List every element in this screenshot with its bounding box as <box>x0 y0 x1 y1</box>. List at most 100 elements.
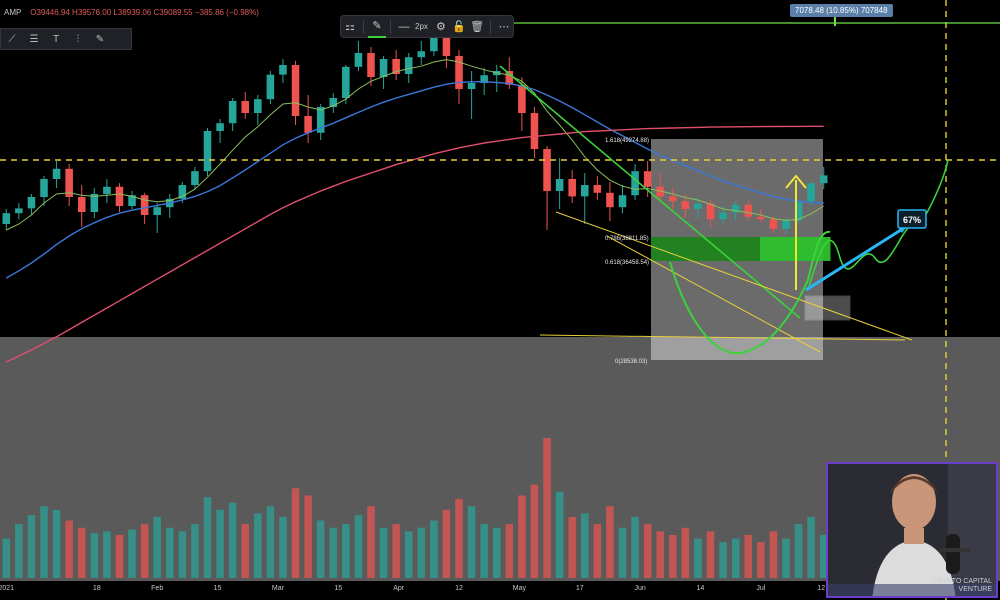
candle-body <box>819 175 828 184</box>
settings-icon[interactable]: ⚙ <box>436 21 446 33</box>
target-box <box>804 295 851 321</box>
candle <box>342 65 350 104</box>
pencil-icon[interactable]: ✎ <box>367 16 387 38</box>
candle-body <box>367 53 375 77</box>
candle <box>379 56 388 89</box>
yellow-trendline-upper <box>555 211 913 341</box>
volume-bar <box>492 527 501 578</box>
candle-body <box>480 75 488 83</box>
fib-tool-icon[interactable]: ☰ <box>29 33 39 45</box>
channel-logo: CRYPTO CAPITAL VENTURE <box>932 578 992 594</box>
volume-bar <box>555 491 564 578</box>
volume-bar <box>731 538 740 578</box>
candle <box>77 185 86 227</box>
brush-tool-icon[interactable]: ✎ <box>95 33 105 45</box>
ma-mid-line <box>5 81 824 279</box>
volume-bar <box>2 538 11 578</box>
candle-body <box>266 74 275 100</box>
ohlc-values: O39446.94 H39576.00 L38939.06 C39089.55 … <box>30 8 259 17</box>
volume-bar <box>606 506 614 578</box>
trend-line-icon[interactable]: ⟋ <box>8 33 16 45</box>
volume-bar <box>681 527 690 578</box>
projection-label-box <box>897 209 927 229</box>
line-width-label[interactable]: 2px <box>415 22 428 31</box>
toolbar-divider <box>490 19 491 34</box>
candle <box>203 128 212 176</box>
candle <box>757 209 765 223</box>
x-tick-label: Jun <box>634 585 645 592</box>
volume-bar <box>706 531 715 578</box>
trash-icon[interactable]: 🗑 <box>470 21 485 33</box>
volume-bar <box>354 515 363 578</box>
candle-body <box>581 185 589 197</box>
candle <box>15 203 23 220</box>
channel-name-line1: CRYPTO CAPITAL <box>932 578 992 585</box>
candle-body <box>153 207 161 215</box>
candle-body <box>15 208 23 214</box>
volume-bar <box>568 516 576 578</box>
candle <box>216 119 224 143</box>
candle-body <box>417 51 426 58</box>
template-icon[interactable]: ⚏ <box>345 21 355 33</box>
candle <box>279 59 287 83</box>
x-tick-label: May <box>513 585 527 592</box>
candle <box>392 50 400 80</box>
candle-body <box>731 204 740 213</box>
volume-bar <box>442 509 451 578</box>
volume-bar <box>694 538 702 578</box>
candle-body <box>279 65 287 75</box>
candle <box>455 50 463 104</box>
volume-bar <box>430 520 438 578</box>
candle <box>669 188 677 209</box>
more-icon[interactable]: ⋯ <box>498 21 510 33</box>
candle <box>90 188 99 218</box>
measure-badge: 7078.48 (10.85%) 707848 <box>790 4 893 17</box>
candle <box>417 41 426 65</box>
candle-body <box>430 29 438 52</box>
volume-bar <box>794 524 803 578</box>
candle-body <box>140 195 149 215</box>
volume-bar <box>178 531 187 578</box>
candle-body <box>2 213 11 224</box>
volume-bar <box>279 516 287 578</box>
volume-bar <box>241 524 249 578</box>
candle-body <box>744 204 753 217</box>
pattern-tool-icon[interactable]: ⫶ <box>76 33 80 45</box>
line-style-icon[interactable]: — <box>398 20 410 33</box>
lock-icon[interactable]: 🔓 <box>452 21 466 33</box>
volume-bar <box>782 538 790 578</box>
candle-body <box>455 56 463 89</box>
volume-bar <box>618 527 627 578</box>
text-tool-icon[interactable]: T <box>52 33 60 45</box>
candle <box>606 182 614 221</box>
candle-body <box>191 171 199 185</box>
candle <box>807 182 815 205</box>
candle-body <box>329 98 338 107</box>
candle-body <box>555 179 564 191</box>
volume-bar <box>719 542 727 578</box>
candle <box>404 53 413 83</box>
candle-body <box>52 168 61 179</box>
volume-bar <box>480 524 488 578</box>
x-tick-label: 15 <box>214 585 222 592</box>
volume-bar <box>744 534 753 578</box>
volume-bar <box>115 534 124 578</box>
volume-bar <box>27 515 36 578</box>
x-tick-label: 12 <box>817 585 825 592</box>
volume-bar <box>417 527 426 578</box>
candle-body <box>77 197 86 212</box>
candle-body <box>669 196 677 202</box>
toolbar-divider <box>390 19 391 34</box>
candle <box>555 158 564 209</box>
volume-bar <box>518 495 526 578</box>
volume-bar <box>291 488 300 578</box>
candle <box>656 173 664 202</box>
x-tick-label: Jul <box>756 585 765 592</box>
volume-bar <box>128 529 136 578</box>
candle-body <box>216 123 224 131</box>
candle-body <box>404 57 413 74</box>
floating-toolbar: ⚏ ✎ — 2px ⚙ 🔓 🗑 ⋯ <box>340 15 514 38</box>
candle <box>115 183 124 212</box>
volume-bar <box>593 524 602 578</box>
